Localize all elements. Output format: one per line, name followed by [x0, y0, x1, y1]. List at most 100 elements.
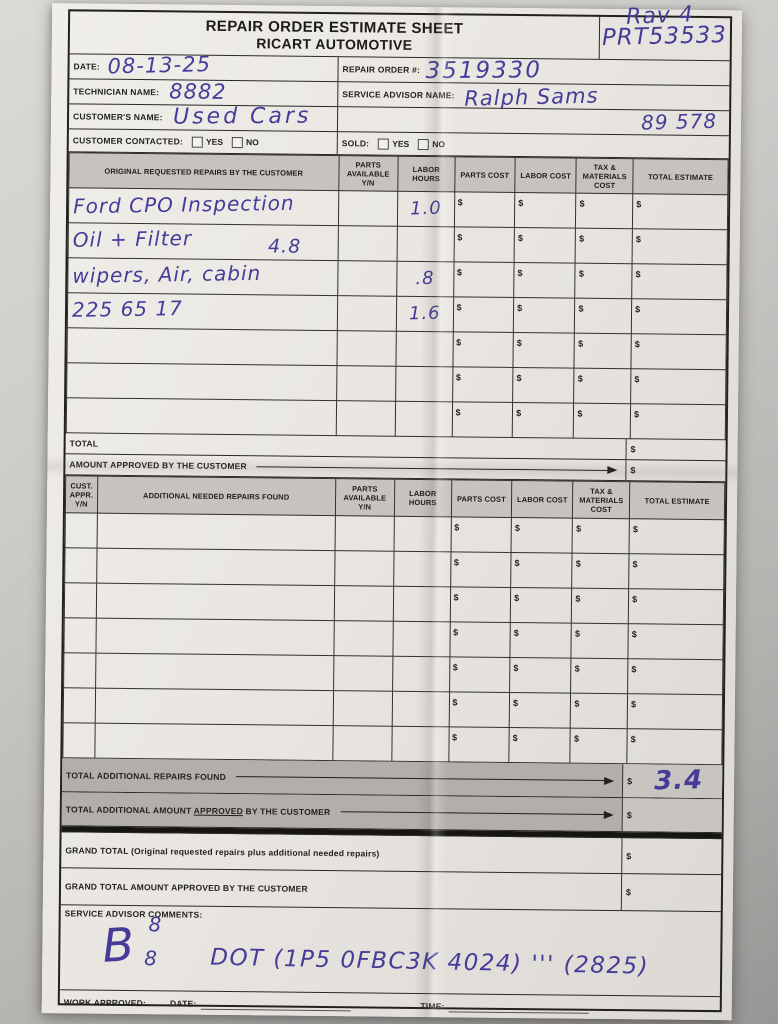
- handwritten-labor-hours: 1.0: [409, 197, 442, 219]
- parts-available-cell: [334, 550, 394, 587]
- paper-sheet: Rav 4 REPAIR ORDER ESTIMATE SHEET RICART…: [41, 2, 743, 1021]
- labor-hours-cell: [393, 586, 451, 622]
- parts-available-cell: [332, 725, 393, 762]
- form-title: REPAIR ORDER ESTIMATE SHEET: [205, 17, 464, 37]
- amount-approved-label: AMOUNT APPROVED BY THE CUSTOMER: [69, 459, 247, 472]
- dollar-sign: $: [626, 809, 632, 820]
- labor-hours-cell: [393, 551, 451, 587]
- additional-table-body: $ $ $ $ $ $ $ $ $ $ $ $ $ $ $ $ $ $ $ $ $ $ $ $ $ $ $ $: [62, 512, 725, 765]
- cost-cell: $: [508, 727, 571, 764]
- service-advisor-comments-section: SERVICE ADVISOR COMMENTS: B 8 8 DOT (1P5…: [59, 905, 721, 998]
- parts-available-cell: [336, 330, 397, 367]
- description-cell: [95, 653, 334, 691]
- customer-approval-cell: [63, 652, 96, 689]
- cost-cell: $: [571, 623, 629, 659]
- dollar-sign: $: [514, 558, 520, 569]
- customer-approval-cell: [63, 687, 96, 724]
- cost-cell: $: [448, 691, 510, 728]
- description-cell: wipers, Air, cabin: [67, 257, 338, 296]
- labor-hours-cell: [392, 656, 450, 692]
- dollar-sign: $: [457, 232, 463, 243]
- description-cell: [66, 397, 337, 436]
- customer-approval-cell: [63, 617, 96, 654]
- cost-cell: $: [513, 262, 576, 299]
- description-cell: Oil + Filter 4.8: [68, 222, 338, 261]
- description-cell: [66, 327, 337, 366]
- dollar-sign: $: [636, 199, 642, 210]
- arrow-line: [340, 808, 613, 819]
- cost-cell: $: [632, 193, 728, 230]
- handwritten-labor-hours: 1.6: [408, 302, 441, 324]
- handwritten-description: 225 65 17: [71, 296, 184, 322]
- handwritten-comment-text: DOT (1P5 0FBC3K 4024) ''' (2825): [210, 944, 650, 980]
- description-cell: [94, 688, 334, 726]
- footer-time-label: TIME:: [420, 1001, 445, 1012]
- dollar-sign: $: [457, 197, 463, 208]
- dollar-sign: $: [577, 373, 583, 384]
- dollar-sign: $: [456, 267, 463, 278]
- dollar-sign: $: [575, 558, 581, 569]
- handwritten-repair-order-number: 3519330: [425, 56, 543, 84]
- dollar-sign: $: [452, 662, 458, 673]
- total-additional-found-label: TOTAL ADDITIONAL REPAIRS FOUND: [66, 769, 227, 782]
- cost-cell: $: [510, 622, 572, 659]
- description-cell: [66, 362, 337, 401]
- cost-cell: $: [451, 401, 513, 438]
- cost-cell: $: [572, 553, 630, 589]
- cost-cell: $: [449, 586, 511, 623]
- col-header-parts-cost: PARTS COST: [454, 156, 516, 193]
- arrow-line: [236, 773, 614, 785]
- total-dollar-cell: $: [625, 439, 726, 461]
- description-cell: [94, 723, 333, 761]
- cost-cell: $: [512, 367, 575, 404]
- dollar-sign: $: [578, 303, 584, 314]
- dollar-sign: $: [578, 268, 584, 279]
- cost-cell: $: [448, 726, 510, 763]
- cost-cell: $: [453, 191, 515, 228]
- label-underlined: APPROVED: [193, 805, 244, 816]
- handwritten-mileage: 89 578: [640, 108, 718, 135]
- labor-hours-cell: [392, 691, 450, 727]
- labor-hours-cell: [392, 621, 450, 657]
- time-signature-line: [448, 1000, 589, 1014]
- col-header-tax-materials: TAX & MATERIALS COST: [572, 481, 630, 519]
- customer-contacted-label: CUSTOMER CONTACTED:: [72, 135, 184, 147]
- description-cell: Ford CPO Inspection: [68, 187, 339, 226]
- dollar-sign: $: [632, 559, 638, 570]
- total-additional-approved-row: TOTAL ADDITIONAL AMOUNT APPROVED BY THE …: [61, 792, 722, 834]
- handwritten-date: 08-13-25: [107, 51, 212, 79]
- cost-cell: $: [575, 228, 633, 264]
- labor-hours-cell: 1.0: [397, 191, 455, 227]
- dollar-sign: $: [577, 408, 583, 419]
- cost-cell: $: [453, 226, 515, 263]
- handwritten-technician-name: 8882: [169, 78, 227, 104]
- service-advisor-label: SERVICE ADVISOR NAME:: [342, 89, 455, 101]
- total-additional-approved-label: TOTAL ADDITIONAL AMOUNT APPROVED BY THE …: [62, 804, 331, 817]
- dollar-sign: $: [576, 523, 582, 534]
- dollar-sign: $: [574, 698, 580, 709]
- cost-cell: $: [511, 517, 573, 554]
- cost-cell: $: [452, 331, 514, 368]
- technician-label: TECHNICIAN NAME:: [73, 86, 160, 98]
- handwritten-comment-bottom-number: 8: [144, 946, 159, 971]
- sold-no-checkbox: [418, 138, 430, 150]
- cost-cell: $: [510, 552, 573, 589]
- dollar-sign: $: [632, 524, 638, 535]
- customer-approval-cell: [65, 512, 98, 549]
- dollar-sign: $: [455, 407, 461, 418]
- handwritten-comment-top-number: 8: [148, 912, 163, 937]
- cost-cell: $: [573, 368, 632, 404]
- parts-available-cell: [335, 400, 396, 437]
- cost-cell: $: [575, 263, 633, 299]
- cost-cell: $: [628, 553, 725, 590]
- arrow-line: [257, 462, 618, 474]
- col-header-additional-repairs: ADDITIONAL NEEDED REPAIRS FOUND: [97, 476, 336, 516]
- customer-approval-cell: [64, 547, 97, 584]
- cost-cell: $: [632, 228, 728, 265]
- amount-approved-dollar-cell: $: [625, 460, 726, 482]
- handwritten-note: 4.8: [267, 235, 302, 258]
- dollar-sign: $: [630, 444, 636, 455]
- labor-hours-cell: [396, 226, 454, 262]
- cost-cell: $: [513, 297, 576, 334]
- work-approved-label: WORK APPROVED:: [63, 997, 147, 1009]
